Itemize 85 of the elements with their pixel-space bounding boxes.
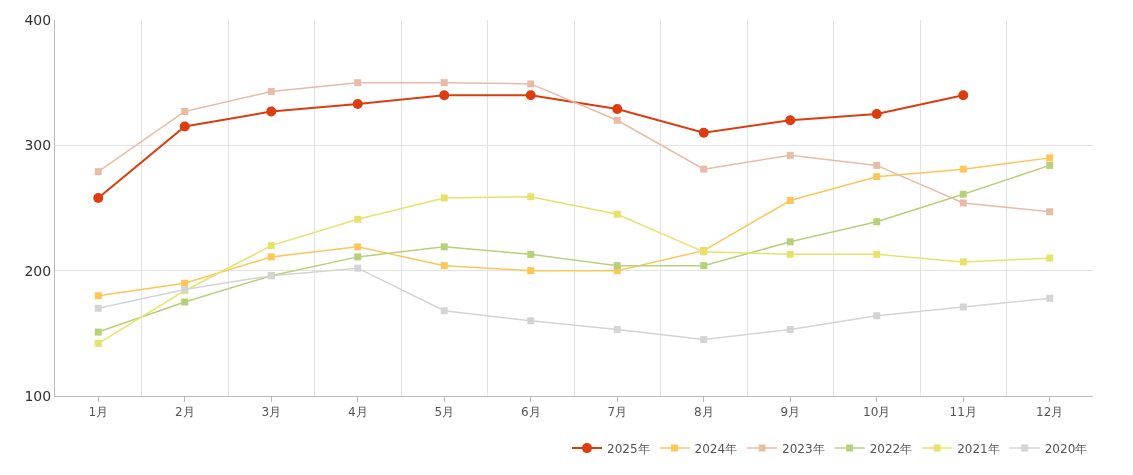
point — [700, 336, 708, 344]
point — [959, 190, 967, 198]
point — [873, 173, 881, 181]
point — [267, 242, 275, 250]
point — [440, 79, 448, 87]
legend-label: 2020年 — [1044, 441, 1088, 456]
point — [700, 262, 708, 270]
point — [1046, 154, 1054, 162]
point — [786, 196, 794, 204]
point — [959, 165, 967, 173]
point — [1046, 208, 1054, 216]
point — [612, 103, 623, 114]
y-tick-label: 100 — [24, 387, 52, 404]
point — [1046, 254, 1054, 262]
point — [439, 90, 450, 101]
point — [354, 79, 362, 87]
point — [959, 199, 967, 207]
legend-label: 2023年 — [782, 441, 825, 456]
point — [94, 328, 102, 336]
point — [786, 238, 794, 246]
point — [267, 253, 275, 261]
point — [527, 317, 535, 325]
point — [179, 121, 190, 132]
point — [93, 192, 104, 203]
point — [873, 312, 881, 320]
point — [786, 326, 794, 334]
point — [785, 115, 796, 126]
x-tick-label: 2月 — [174, 405, 195, 420]
point — [613, 326, 621, 334]
point — [440, 243, 448, 251]
legend-label: 2025年 — [607, 441, 650, 456]
point — [440, 307, 448, 315]
point — [613, 116, 621, 124]
point — [873, 218, 881, 226]
point — [613, 262, 621, 270]
x-tick-label: 4月 — [347, 405, 368, 420]
x-tick-label: 5月 — [434, 405, 455, 420]
x-tick-label: 11月 — [949, 405, 977, 420]
point — [1046, 294, 1054, 302]
x-tick-label: 6月 — [520, 405, 541, 420]
point — [871, 109, 882, 119]
x-tick-label: 7月 — [607, 405, 628, 420]
x-tick-label: 1月 — [88, 405, 109, 420]
x-tick-label: 10月 — [863, 405, 891, 420]
legend-label: 2022年 — [869, 441, 913, 456]
point — [94, 168, 102, 176]
legend-label: 2024年 — [694, 441, 738, 456]
point — [959, 258, 967, 266]
point — [354, 215, 362, 223]
point — [527, 80, 535, 88]
point — [354, 243, 362, 251]
point — [698, 127, 709, 138]
point — [700, 165, 708, 173]
point — [527, 250, 535, 258]
y-tick-label: 200 — [24, 262, 52, 279]
legend-label: 2021年 — [957, 441, 1000, 456]
point — [94, 292, 102, 300]
point — [959, 303, 967, 311]
x-tick-label: 9月 — [780, 405, 801, 420]
point — [440, 194, 448, 202]
point — [181, 298, 189, 306]
point — [266, 106, 277, 117]
x-tick-label: 12月 — [1036, 405, 1064, 420]
x-tick-label: 8月 — [693, 405, 714, 420]
y-tick-label: 300 — [24, 137, 52, 154]
point — [527, 193, 535, 201]
point — [527, 267, 535, 275]
y-tick-label: 400 — [24, 11, 52, 28]
point — [181, 107, 189, 115]
point — [1046, 161, 1054, 169]
point — [958, 90, 969, 101]
point — [613, 210, 621, 218]
point — [94, 304, 102, 312]
point — [525, 90, 536, 101]
x-tick-label: 3月 — [261, 405, 282, 420]
point — [440, 262, 448, 270]
point — [94, 339, 102, 347]
point — [873, 250, 881, 258]
point — [267, 87, 275, 95]
point — [786, 151, 794, 159]
point — [354, 264, 362, 272]
point — [352, 98, 363, 109]
point — [354, 253, 362, 261]
point — [786, 250, 794, 258]
point — [873, 161, 881, 169]
